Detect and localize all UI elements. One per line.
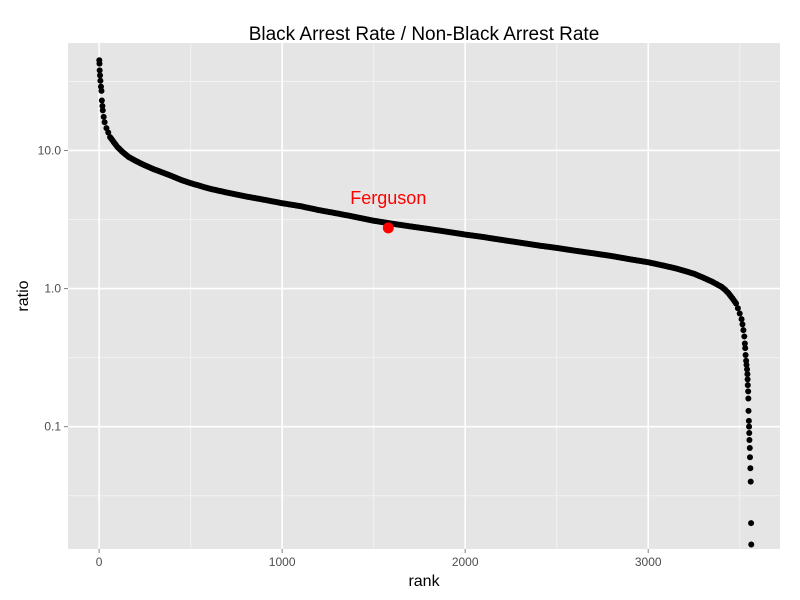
x-tick-label: 3000 bbox=[635, 555, 662, 569]
data-point bbox=[746, 445, 753, 452]
data-point bbox=[742, 352, 749, 359]
ferguson-label: Ferguson bbox=[350, 188, 426, 208]
y-tick-label: 0.1 bbox=[44, 420, 61, 434]
ferguson-point bbox=[382, 222, 394, 234]
data-point bbox=[742, 345, 749, 352]
chart-title: Black Arrest Rate / Non-Black Arrest Rat… bbox=[249, 24, 600, 45]
data-point bbox=[734, 305, 741, 312]
data-point bbox=[100, 113, 107, 120]
y-tick-label: 10.0 bbox=[38, 143, 62, 157]
x-tick-label: 1000 bbox=[269, 555, 296, 569]
data-point bbox=[745, 395, 752, 402]
data-point bbox=[745, 388, 752, 395]
data-point bbox=[97, 77, 104, 84]
data-point bbox=[744, 376, 751, 383]
data-point bbox=[97, 72, 104, 79]
data-point bbox=[747, 465, 754, 472]
x-tick-label: 2000 bbox=[452, 555, 479, 569]
data-point bbox=[748, 520, 755, 527]
plot-panel bbox=[68, 43, 780, 549]
data-point bbox=[746, 423, 753, 430]
data-point bbox=[98, 97, 105, 104]
data-point bbox=[741, 340, 748, 347]
data-point bbox=[96, 67, 103, 74]
data-point bbox=[740, 327, 747, 334]
data-point bbox=[733, 300, 740, 307]
y-axis-title: ratio bbox=[15, 280, 32, 311]
x-tick-label: 0 bbox=[96, 555, 103, 569]
data-point bbox=[746, 437, 753, 444]
data-point bbox=[99, 102, 106, 109]
x-axis-title: rank bbox=[408, 573, 440, 590]
data-point bbox=[745, 407, 752, 414]
data-point bbox=[744, 366, 751, 373]
data-point bbox=[736, 310, 743, 317]
data-point bbox=[738, 316, 745, 323]
data-point bbox=[739, 321, 746, 328]
data-point bbox=[96, 60, 103, 67]
data-point bbox=[746, 429, 753, 436]
data-point bbox=[744, 371, 751, 378]
data-point bbox=[747, 478, 754, 485]
data-point bbox=[745, 417, 752, 424]
data-point bbox=[744, 382, 751, 389]
data-point bbox=[746, 454, 753, 461]
y-tick-label: 1.0 bbox=[44, 282, 61, 296]
data-point bbox=[743, 361, 750, 368]
data-point bbox=[99, 107, 106, 114]
data-point bbox=[98, 87, 105, 94]
data-point bbox=[748, 541, 755, 548]
data-point bbox=[105, 129, 112, 136]
data-point bbox=[741, 333, 748, 340]
data-point bbox=[101, 119, 108, 126]
